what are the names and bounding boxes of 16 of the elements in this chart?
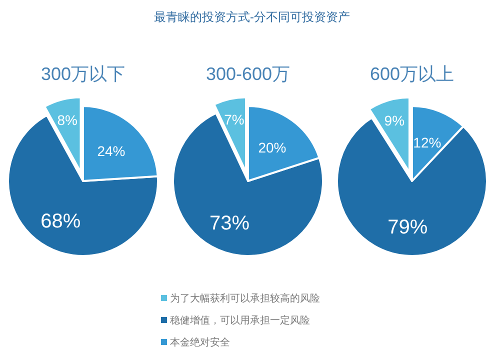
chart-title: 300-600万: [206, 64, 290, 84]
data-label: 79%: [388, 216, 428, 238]
data-label: 24%: [97, 142, 126, 159]
data-label: 20%: [258, 140, 286, 156]
legend-label: 为了大幅获利可以承担较高的风险: [170, 292, 320, 304]
data-label: 7%: [224, 112, 244, 128]
data-label: 9%: [384, 112, 405, 128]
text: 最青睐的投资方式-分不同可投资资产: [154, 10, 350, 24]
legend-label: 稳健增值，可以用承担一定风险: [170, 314, 310, 326]
chart-title: 600万以上: [370, 64, 454, 84]
legend-label: 本金绝对安全: [170, 336, 230, 348]
data-label: 12%: [413, 134, 442, 151]
data-label: 8%: [57, 112, 78, 128]
data-label: 68%: [40, 210, 81, 233]
data-label: 73%: [210, 212, 250, 235]
chart-title: 300万以下: [40, 64, 126, 84]
